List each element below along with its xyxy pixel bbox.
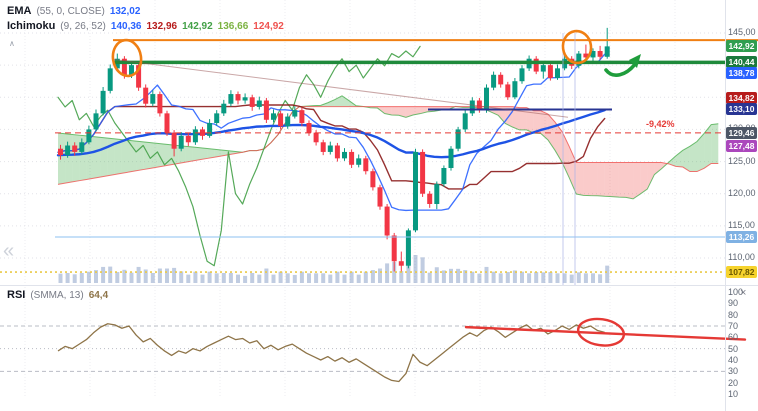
- rsi-axis-label: 40: [728, 354, 739, 365]
- rsi-axis-label: 100: [728, 287, 744, 297]
- rsi-value: 64,4: [88, 290, 109, 301]
- pane-separator[interactable]: [0, 285, 758, 286]
- legend-value: 124,92: [253, 21, 284, 32]
- grid: [0, 0, 725, 398]
- legend-value: 136,66: [217, 21, 249, 32]
- price-axis-badge: 134,82: [726, 92, 757, 105]
- legend-collapse-icon[interactable]: ∧: [9, 39, 15, 48]
- price-axis-label: 120,00: [728, 187, 756, 198]
- ema-title: EMA: [7, 5, 32, 17]
- volume-bars: [58, 255, 610, 283]
- rsi-axis-label: 20: [728, 377, 739, 388]
- ichimoku-cloud: [57, 95, 719, 200]
- price-scale-border[interactable]: [725, 0, 726, 411]
- hand-drawn-annotations[interactable]: [111, 29, 747, 348]
- indicator-legend: EMA (55, 0, CLOSE) 132,02 Ichimoku (9, 2…: [7, 4, 284, 34]
- rsi-axis-label: 80: [728, 309, 739, 320]
- price-axis-badge: 140,44: [726, 56, 757, 69]
- legend-ichimoku[interactable]: Ichimoku (9, 26, 52) 140,36 132,96 142,92 1…: [7, 19, 284, 34]
- price-axis-label: 110,00: [728, 251, 755, 262]
- price-axis-label: 145,00: [728, 27, 756, 37]
- ichimoku-params: (9, 26, 52): [60, 21, 106, 32]
- rsi-axis-label: 90: [728, 298, 739, 309]
- price-axis-badge: 129,46: [726, 126, 757, 139]
- legend-value: 142,92: [182, 21, 213, 32]
- rsi-title: RSI: [7, 289, 26, 301]
- price-axis-badge: 127,48: [726, 139, 757, 152]
- rsi-axis-label: 50: [728, 343, 739, 354]
- legend-ema[interactable]: EMA (55, 0, CLOSE) 132,02: [7, 4, 284, 19]
- rsi-axis-label: 30: [728, 366, 739, 377]
- rsi-axis-label: 60: [728, 332, 739, 343]
- price-axis-badge: 107,82: [726, 266, 757, 278]
- price-axis-badge: 142,92: [726, 40, 757, 53]
- rsi-plot[interactable]: [57, 323, 605, 383]
- scroll-back-icon[interactable]: «: [3, 240, 15, 262]
- change-percent-label: -9,42%: [646, 119, 675, 129]
- price-axis-badge: 113,26: [726, 231, 757, 244]
- rsi-axis-label: 70: [728, 321, 739, 331]
- ema-value: 132,02: [109, 6, 141, 17]
- candlesticks[interactable]: [58, 27, 610, 272]
- drawn-levels[interactable]: [0, 33, 758, 285]
- price-axis-label: 115,00: [728, 219, 755, 230]
- rsi-params: (SMMA, 13): [30, 290, 84, 301]
- ichimoku-title: Ichimoku: [7, 20, 56, 32]
- legend-rsi[interactable]: RSI (SMMA, 13) 64,4: [7, 288, 108, 303]
- rsi-close-button[interactable]: ×: [740, 287, 747, 299]
- legend-value: 140,36: [110, 21, 142, 32]
- ichimoku-values: 140,36 132,96 142,92 136,66 124,92: [111, 20, 284, 34]
- legend-value: 132,96: [146, 21, 178, 32]
- price-axis-badge: 133,10: [726, 103, 757, 116]
- price-axis-label: 125,00: [728, 155, 756, 166]
- rsi-axis-label: 10: [728, 388, 739, 399]
- ema-params: (55, 0, CLOSE): [36, 6, 105, 17]
- price-axis-badge: 138,78: [726, 66, 757, 79]
